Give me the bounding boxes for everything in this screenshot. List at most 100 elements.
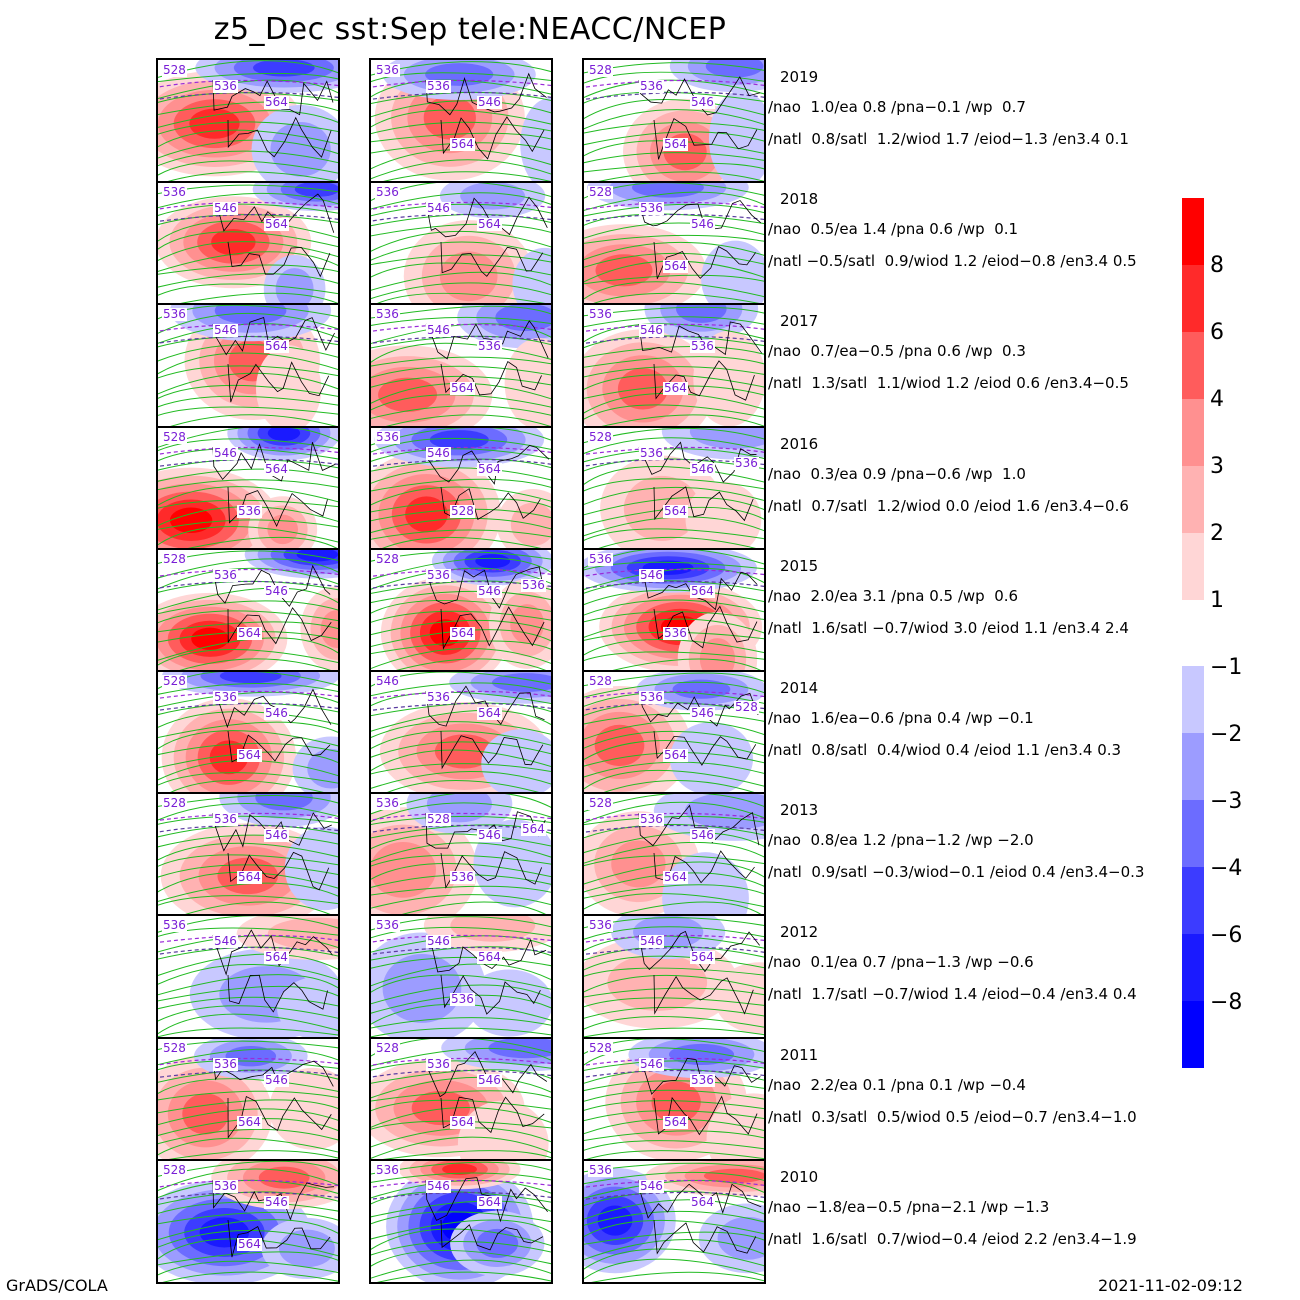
colorbar-tick-label: −1	[1210, 655, 1243, 680]
sst-indices: /natl 1.7/satl −0.7/wiod 1.4 /eiod−0.4 /…	[768, 985, 1137, 1004]
map-panel: 536 546 564	[584, 1159, 764, 1282]
year-label: 2017	[780, 312, 819, 331]
contour-label: 564	[237, 1114, 262, 1129]
map-panel: 528 536 564	[158, 60, 338, 182]
contour-label: 528	[426, 812, 451, 827]
anomaly-field	[158, 426, 338, 549]
contour-label: 564	[690, 950, 715, 965]
contour-label: 528	[588, 63, 613, 77]
column-frame	[582, 58, 766, 1284]
contour-label: 528	[162, 63, 187, 77]
anomaly-field	[584, 793, 764, 916]
contour-label: 546	[264, 1072, 289, 1087]
contour-label: 536	[375, 307, 400, 322]
contour-label: 536	[375, 429, 400, 444]
contour-label: 564	[450, 1114, 475, 1129]
sst-indices: /natl 0.9/satl −0.3/wiod−0.1 /eiod 0.4 /…	[768, 863, 1145, 882]
map-panel: 528 546 536 564	[584, 1037, 764, 1160]
contour-label: 536	[375, 185, 400, 200]
contour-label: 536	[521, 577, 546, 592]
map-panel: 536 546 536 564	[584, 304, 764, 427]
contour-label: 546	[426, 323, 451, 338]
contour-label: 564	[264, 950, 289, 965]
map-panel: 536 546 564	[371, 182, 551, 305]
contour-label: 536	[375, 796, 400, 811]
map-panel: 528 536 546 564	[158, 1037, 338, 1160]
contour-label: 564	[521, 822, 546, 837]
colorbar-segment-positive	[1182, 198, 1204, 265]
contour-label: 536	[213, 1178, 238, 1193]
contour-label: 536	[639, 79, 664, 93]
contour-label: 564	[663, 259, 688, 274]
contour-label: 564	[690, 583, 715, 598]
panel-divider	[158, 1158, 338, 1161]
sst-indices: /natl 1.6/satl −0.7/wiod 3.0 /eiod 1.1 /…	[768, 618, 1129, 637]
anomaly-field	[584, 60, 764, 182]
colorbar-segment-positive	[1182, 466, 1204, 533]
contour-label: 546	[375, 674, 400, 688]
anomaly-field	[371, 182, 551, 305]
contour-label: 546	[264, 1194, 289, 1209]
contour-label: 528	[162, 1040, 187, 1055]
teleconnection-indices: /nao 0.3/ea 0.9 /pna−0.6 /wp 1.0	[768, 464, 1026, 483]
panel-divider	[371, 1036, 551, 1039]
year-label: 2012	[780, 923, 819, 942]
sst-indices: /natl 0.3/satl 0.5/wiod 0.5 /eiod−0.7 /e…	[768, 1107, 1137, 1126]
panel-divider	[584, 670, 764, 672]
contour-label: 564	[264, 217, 289, 232]
panel-divider	[371, 670, 551, 672]
year-label: 2010	[780, 1167, 819, 1186]
panel-divider	[371, 181, 551, 184]
map-panel: 536 528 546 536 564	[371, 793, 551, 916]
colorbar-tick-label: −2	[1210, 722, 1243, 747]
contour-label: 546	[690, 95, 715, 109]
contour-label: 564	[237, 748, 262, 762]
contour-label: 536	[639, 690, 664, 704]
colorbar-tick-label: 1	[1210, 588, 1224, 613]
year-label: 2019	[780, 68, 819, 86]
map-panel: 528 536 546 564	[158, 671, 338, 793]
anomaly-field	[158, 1159, 338, 1282]
colorbar-tick-label: 3	[1210, 454, 1224, 479]
anomaly-field	[158, 671, 338, 793]
year-label: 2014	[780, 679, 819, 697]
contour-label: 546	[264, 828, 289, 843]
year-label: 2011	[780, 1045, 819, 1064]
anomaly-field	[371, 304, 551, 427]
contour-label: 536	[734, 455, 759, 470]
teleconnection-indices: /nao 0.5/ea 1.4 /pna 0.6 /wp 0.1	[768, 220, 1019, 239]
colorbar-tick-label: −6	[1210, 923, 1243, 948]
contour-label: 546	[213, 323, 238, 338]
colorbar-segment-negative	[1182, 867, 1204, 934]
contour-label: 536	[213, 79, 238, 93]
colorbar-segment-positive	[1182, 332, 1204, 399]
contour-label: 546	[477, 583, 502, 598]
panel-divider	[371, 303, 551, 306]
contour-label: 536	[450, 870, 475, 885]
contour-label: 546	[690, 828, 715, 843]
contour-label: 536	[375, 1162, 400, 1177]
contour-label: 546	[690, 217, 715, 232]
contour-label: 564	[663, 381, 688, 396]
contour-label: 546	[426, 201, 451, 216]
contour-label: 536	[426, 79, 451, 93]
anomaly-field	[584, 671, 764, 793]
contour-label: 564	[477, 217, 502, 232]
panel-divider	[158, 914, 338, 917]
contour-label: 536	[450, 992, 475, 1007]
anomaly-field	[158, 915, 338, 1038]
contour-label: 528	[162, 674, 187, 688]
contour-label: 546	[477, 828, 502, 843]
map-panel: 528 536 546 564	[584, 793, 764, 916]
sst-indices: /natl 0.8/satl 0.4/wiod 0.4 /eiod 1.1 /e…	[768, 741, 1122, 759]
contour-label: 546	[213, 445, 238, 460]
anomaly-field	[158, 548, 338, 671]
teleconnection-indices: /nao 0.1/ea 0.7 /pna−1.3 /wp −0.6	[768, 953, 1034, 972]
colorbar-tick-label: −8	[1210, 990, 1243, 1015]
contour-label: 546	[426, 445, 451, 460]
panel-divider	[371, 792, 551, 795]
sst-indices: /natl 0.7/satl 1.2/wiod 0.0 /eiod 1.6 /e…	[768, 496, 1129, 515]
contour-label: 564	[450, 137, 475, 151]
colorbar-segment-negative	[1182, 1001, 1204, 1068]
contour-label: 564	[477, 1194, 502, 1209]
